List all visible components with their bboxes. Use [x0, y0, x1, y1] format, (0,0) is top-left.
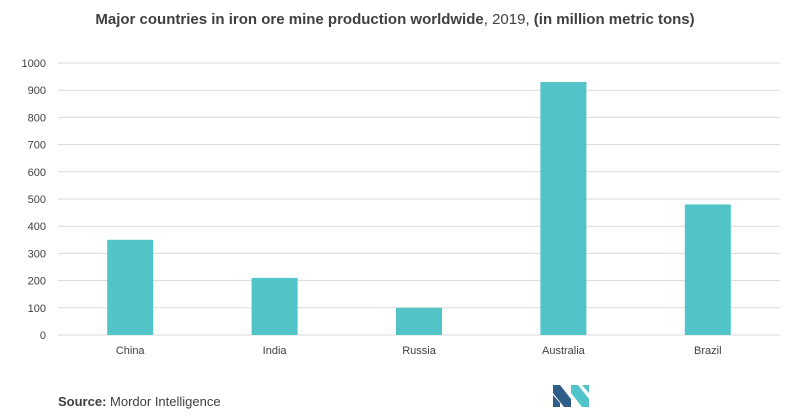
x-tick-label-australia: Australia	[542, 345, 586, 357]
mordor-intelligence-logo	[553, 385, 589, 407]
x-tick-label-india: India	[263, 345, 288, 357]
bar-australia	[540, 82, 587, 335]
y-tick-label-0: 0	[40, 330, 46, 342]
chart-title-part-1: Major countries in iron ore mine product…	[95, 11, 484, 28]
bar-india	[251, 277, 298, 335]
x-axis-tick-labels: China India Russia Australia Brazil	[116, 345, 722, 357]
y-tick-label-900: 900	[28, 85, 46, 97]
chart-title-part-3: (in million metric tons)	[533, 11, 695, 28]
bar-russia	[396, 307, 442, 335]
bar-chart: 0 100 200 300 400 500 600 700 800 900 1000 China In…	[22, 58, 780, 357]
chart-title: Major countries in iron ore mine product…	[95, 8, 695, 31]
y-tick-label-700: 700	[28, 140, 46, 152]
x-tick-label-russia: Russia	[402, 345, 437, 357]
y-tick-label-800: 800	[28, 112, 46, 124]
x-tick-label-brazil: Brazil	[694, 345, 722, 357]
x-tick-label-china: China	[116, 345, 146, 357]
y-tick-label-200: 200	[28, 276, 46, 288]
bars	[107, 82, 731, 335]
y-tick-label-500: 500	[28, 194, 46, 206]
source-note: Source: Mordor Intelligence	[58, 394, 221, 409]
source-text: Mordor Intelligence	[110, 394, 221, 409]
gridlines	[58, 62, 780, 336]
y-tick-label-300: 300	[28, 248, 46, 260]
y-tick-label-400: 400	[28, 221, 46, 233]
y-tick-label-600: 600	[28, 167, 46, 179]
y-axis-tick-labels: 0 100 200 300 400 500 600 700 800 900 1000	[22, 58, 46, 342]
chart-title-part-2: , 2019,	[483, 11, 534, 28]
bar-china	[107, 239, 154, 335]
y-tick-label-1000: 1000	[22, 58, 46, 70]
bar-brazil	[684, 204, 731, 335]
source-label: Source:	[58, 394, 107, 409]
y-tick-label-100: 100	[28, 303, 46, 315]
